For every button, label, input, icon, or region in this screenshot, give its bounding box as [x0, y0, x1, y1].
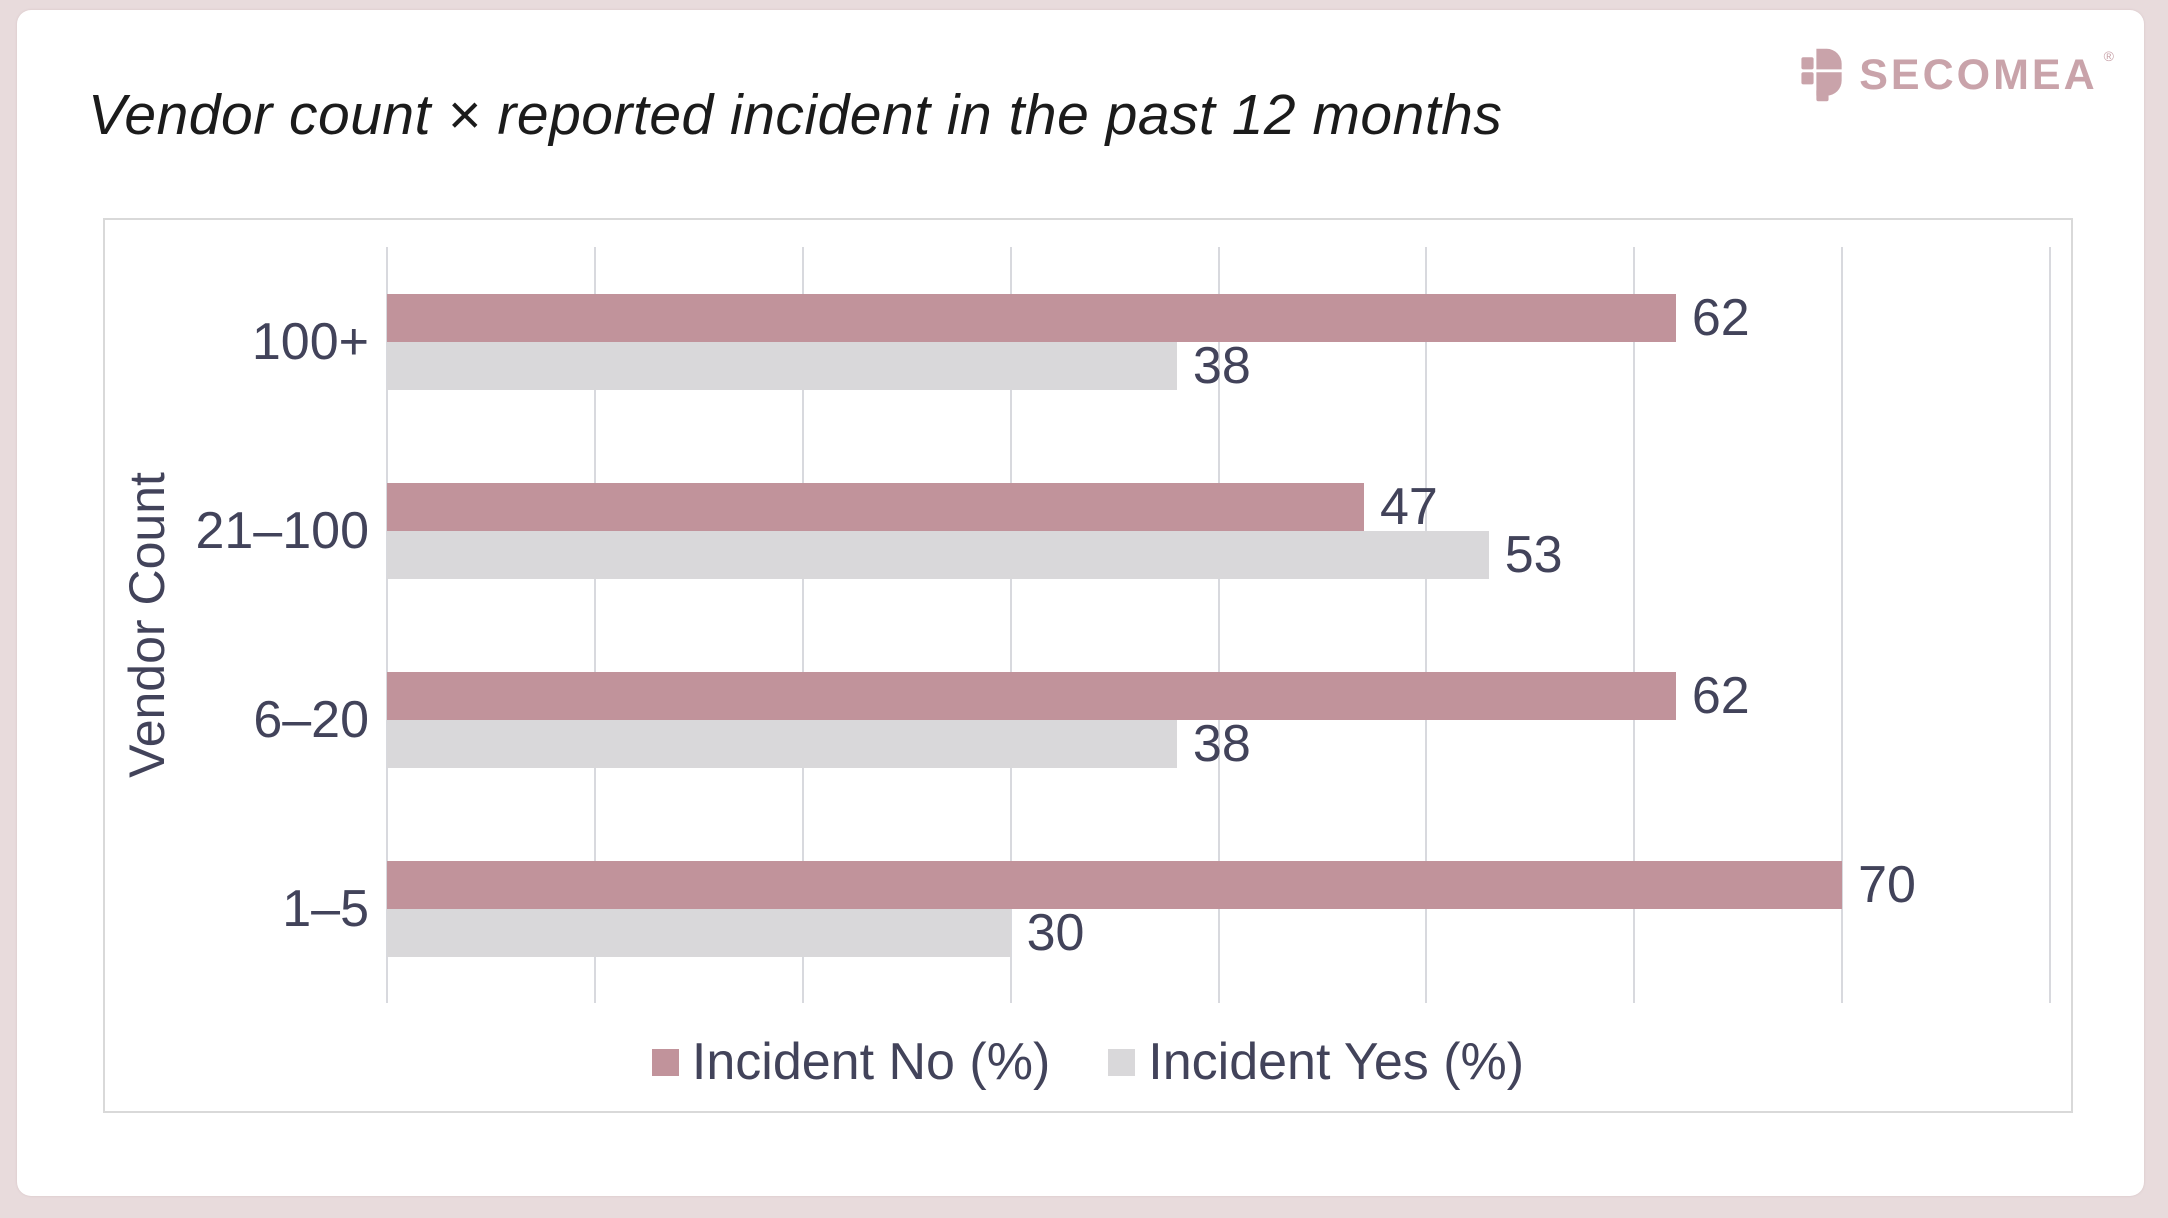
chart-container: 100+ 62 38 21–100 47 53 6–20 62 38 1–5 70 30 Vendor…: [103, 218, 2073, 1113]
bar-value-label: 70: [1858, 855, 1916, 914]
legend-swatch-incident-yes: [1108, 1048, 1136, 1076]
bar-line: 53: [387, 525, 2050, 584]
legend: Incident No (%) Incident Yes (%): [105, 1032, 2071, 1092]
secomea-logo: SECOMEA ®: [1799, 46, 2114, 104]
trademark-symbol: ®: [2103, 48, 2114, 64]
bar-incident-yes: [387, 341, 1177, 390]
gridline: [1841, 247, 1844, 1003]
secomea-logo-icon: [1801, 48, 1842, 102]
bar-line: 70: [387, 855, 2050, 914]
secomea-logo-text: SECOMEA: [1859, 50, 2098, 99]
bar-line: 30: [387, 903, 2050, 962]
bar-line: 62: [387, 288, 2050, 347]
legend-item-incident-no: Incident No (%): [651, 1032, 1051, 1092]
legend-label: Incident No (%): [691, 1033, 1051, 1091]
gridline: [801, 247, 804, 1003]
bar-incident-no: [387, 860, 1843, 909]
bar-line: 62: [387, 666, 2050, 725]
slide-card: SECOMEA ® Vendor count × reported incide…: [17, 10, 2144, 1196]
y-axis-label: 6–20: [253, 690, 369, 749]
bar-rows: 100+ 62 38 21–100 47 53 6–20 62 38 1–5 70 30: [195, 247, 2050, 1003]
bar-value-label: 38: [1192, 714, 1251, 773]
bar-value-label: 62: [1691, 666, 1750, 725]
plot-area: 100+ 62 38 21–100 47 53 6–20 62 38 1–5 70 30: [195, 247, 2051, 1003]
bar-incident-yes: [387, 908, 1011, 957]
bar-incident-no: [387, 293, 1676, 342]
bar-value-label: 47: [1380, 477, 1438, 536]
gridline: [1009, 247, 1012, 1003]
bar-line: 38: [387, 714, 2050, 773]
bar-value-label: 53: [1504, 525, 1563, 584]
gridline: [2049, 247, 2051, 1003]
bar-line: 38: [387, 336, 2050, 395]
bar-value-label: 38: [1192, 336, 1251, 395]
y-axis-label: 100+: [251, 312, 369, 371]
legend-swatch-incident-no: [651, 1048, 679, 1076]
legend-label: Incident Yes (%): [1148, 1033, 1525, 1091]
bar-incident-no: [387, 482, 1364, 531]
gridline: [1217, 247, 1220, 1003]
bar-incident-yes: [387, 719, 1177, 768]
y-axis-label: 21–100: [195, 501, 369, 560]
bar-incident-yes: [387, 530, 1489, 579]
bar-value-label: 30: [1026, 903, 1085, 962]
category-row: 21–100 47 53: [195, 436, 2050, 625]
category-row: 100+ 62 38: [252, 247, 2050, 436]
category-row: 1–5 70 30: [282, 814, 2050, 1003]
gridline: [593, 247, 596, 1003]
bar-line: 47: [387, 477, 2050, 536]
y-axis-label: 1–5: [282, 879, 369, 938]
category-row: 6–20 62 38: [253, 625, 2050, 814]
gridline: [1425, 247, 1428, 1003]
chart-title: Vendor count × reported incident in the …: [88, 83, 1503, 147]
bar-incident-no: [387, 671, 1676, 720]
y-axis-line: [386, 247, 388, 1003]
y-axis-title: Vendor Count: [119, 472, 175, 778]
legend-item-incident-yes: Incident Yes (%): [1108, 1032, 1524, 1092]
gridline: [1633, 247, 1636, 1003]
bar-value-label: 62: [1691, 288, 1750, 347]
